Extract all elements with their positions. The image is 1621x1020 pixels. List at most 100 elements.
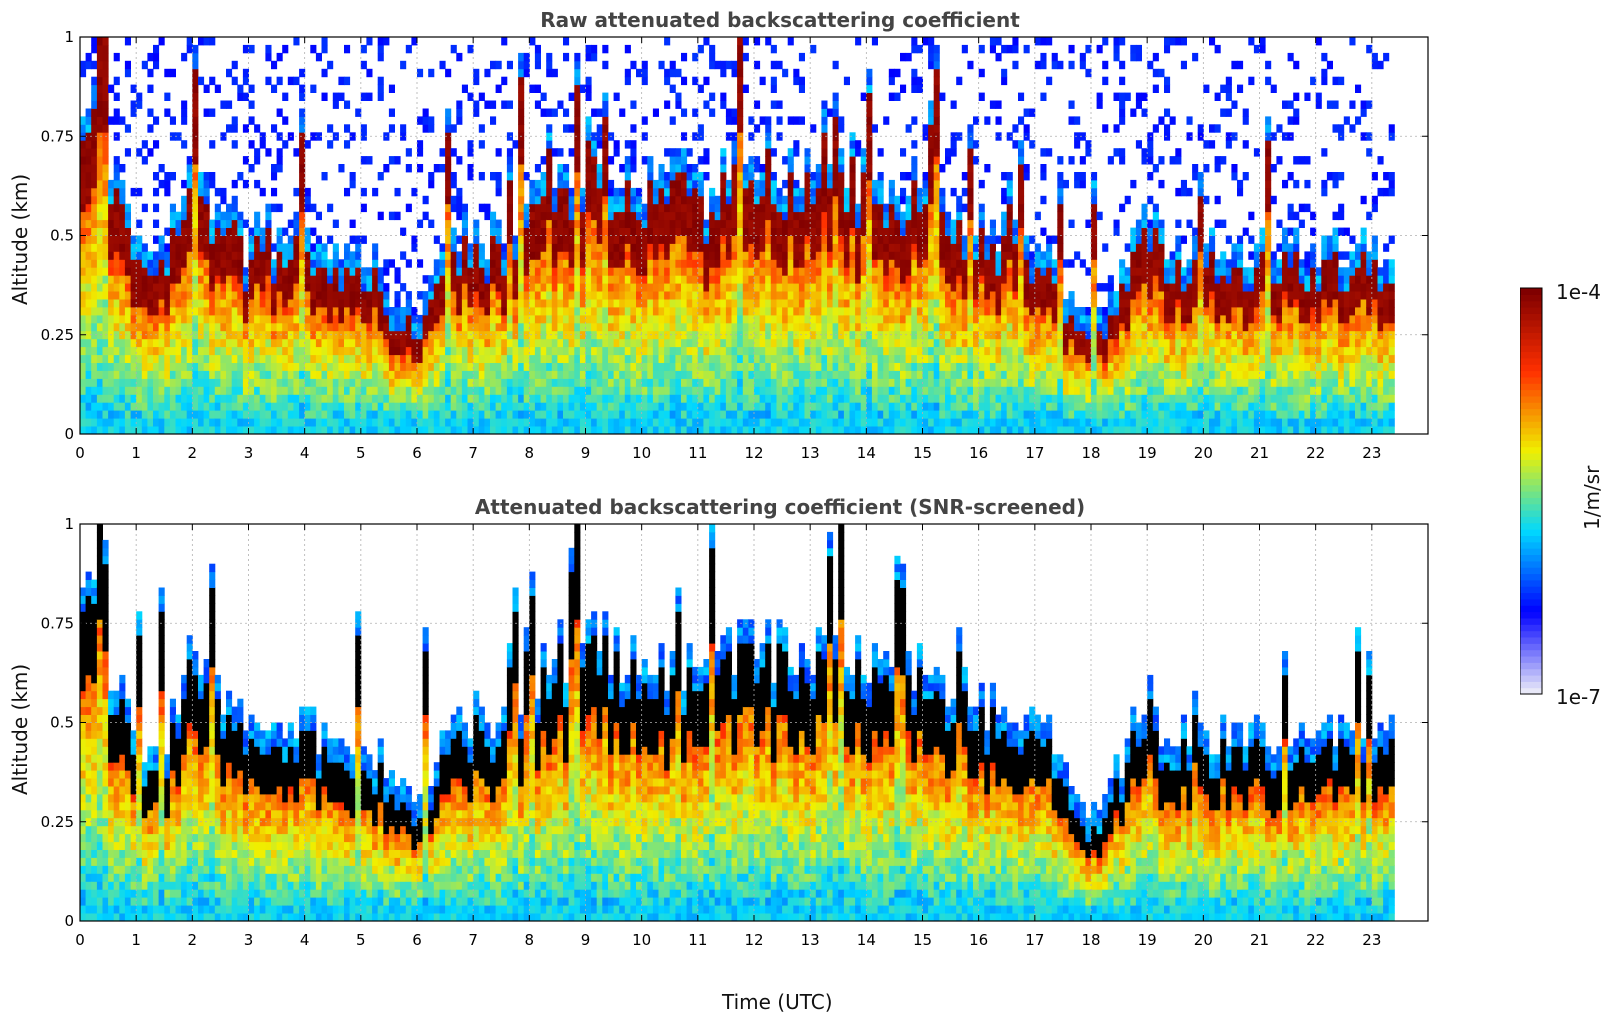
heatmap-cell [866,179,873,189]
heatmap-cell [827,314,834,324]
heatmap-cell [888,283,895,292]
heatmap-cell [815,211,822,221]
heatmap-cell [630,100,637,109]
heatmap-cell [372,267,379,276]
heatmap-cell [703,346,710,356]
heatmap-cell [417,426,424,435]
heatmap-cell [287,402,294,411]
heatmap-cell [512,140,519,149]
heatmap-cell [388,338,395,348]
heatmap-cell [91,330,98,340]
heatmap-cell [585,219,592,228]
heatmap-cell [203,354,210,363]
heatmap-cell [153,378,160,387]
heatmap-cell [669,283,676,292]
heatmap-cell [608,259,615,268]
heatmap-cell [147,275,154,284]
heatmap-cell [787,386,794,395]
heatmap-cell [810,219,817,228]
heatmap-cell [770,314,777,324]
heatmap-cell [546,354,553,363]
heatmap-cell [506,60,513,70]
heatmap-cell [675,418,682,427]
heatmap-cell [664,370,671,379]
heatmap-cell [703,76,710,86]
heatmap-cell [697,203,704,213]
heatmap-cell [372,378,379,387]
heatmap-cell [675,203,682,213]
heatmap-cell [636,386,643,395]
heatmap-cell [871,251,878,260]
heatmap-cell [523,346,530,356]
heatmap-cell [827,307,834,316]
heatmap-cell [203,243,210,252]
heatmap-cell [108,116,115,125]
heatmap-cell [596,259,603,268]
heatmap-cell [141,394,148,403]
heatmap-cell [613,338,620,348]
heatmap-cell [563,235,570,244]
heatmap-cell [658,362,665,371]
heatmap-cell [422,426,429,435]
heatmap-cell [742,172,749,181]
heatmap-cell [658,227,665,236]
heatmap-cell [529,362,536,371]
heatmap-cell [765,410,772,419]
heatmap-cell [467,338,474,348]
heatmap-cell [652,283,659,292]
heatmap-cell [265,426,272,435]
heatmap-cell [377,354,384,363]
heatmap-cell [411,394,418,403]
heatmap-cell [186,418,193,427]
heatmap-cell [467,275,474,284]
heatmap-cell [271,307,278,316]
heatmap-cell [226,259,233,268]
heatmap-cell [102,44,109,54]
heatmap-cell [540,346,547,356]
heatmap-cell [754,235,761,244]
heatmap-cell [568,307,575,316]
heatmap-cell [871,370,878,379]
heatmap-cell [153,259,160,268]
heatmap-cell [664,402,671,411]
heatmap-cell [360,314,367,324]
heatmap-cell [518,219,525,228]
heatmap-cell [737,92,744,101]
heatmap-cell [664,172,671,181]
heatmap-cell [776,235,783,244]
heatmap-cell [866,172,873,181]
heatmap-cell [866,330,873,340]
heatmap-cell [675,235,682,244]
heatmap-cell [585,179,592,189]
heatmap-cell [759,219,766,228]
heatmap-cell [315,346,322,356]
heatmap-cell [703,37,710,46]
heatmap-cell [506,227,513,236]
heatmap-cell [686,259,693,268]
heatmap-cell [534,291,541,300]
heatmap-cell [186,370,193,379]
heatmap-cell [282,394,289,403]
heatmap-cell [484,283,491,292]
heatmap-cell [433,370,440,379]
heatmap-cell [579,402,586,411]
heatmap-cell [164,172,171,181]
heatmap-cell [445,251,452,260]
heatmap-cell [518,394,525,403]
heatmap-cell [400,394,407,403]
heatmap-cell [344,410,351,419]
heatmap-cell [506,291,513,300]
heatmap-cell [355,362,362,371]
heatmap-cell [720,100,727,109]
heatmap-cell [473,76,480,86]
heatmap-cell [546,330,553,340]
heatmap-cell [686,219,693,228]
heatmap-cell [798,116,805,125]
heatmap-cell [832,378,839,387]
heatmap-cell [327,275,334,284]
heatmap-cell [838,156,845,165]
heatmap-cell [871,410,878,419]
heatmap-cell [254,251,261,260]
heatmap-cell [624,203,631,213]
heatmap-cell [422,338,429,348]
